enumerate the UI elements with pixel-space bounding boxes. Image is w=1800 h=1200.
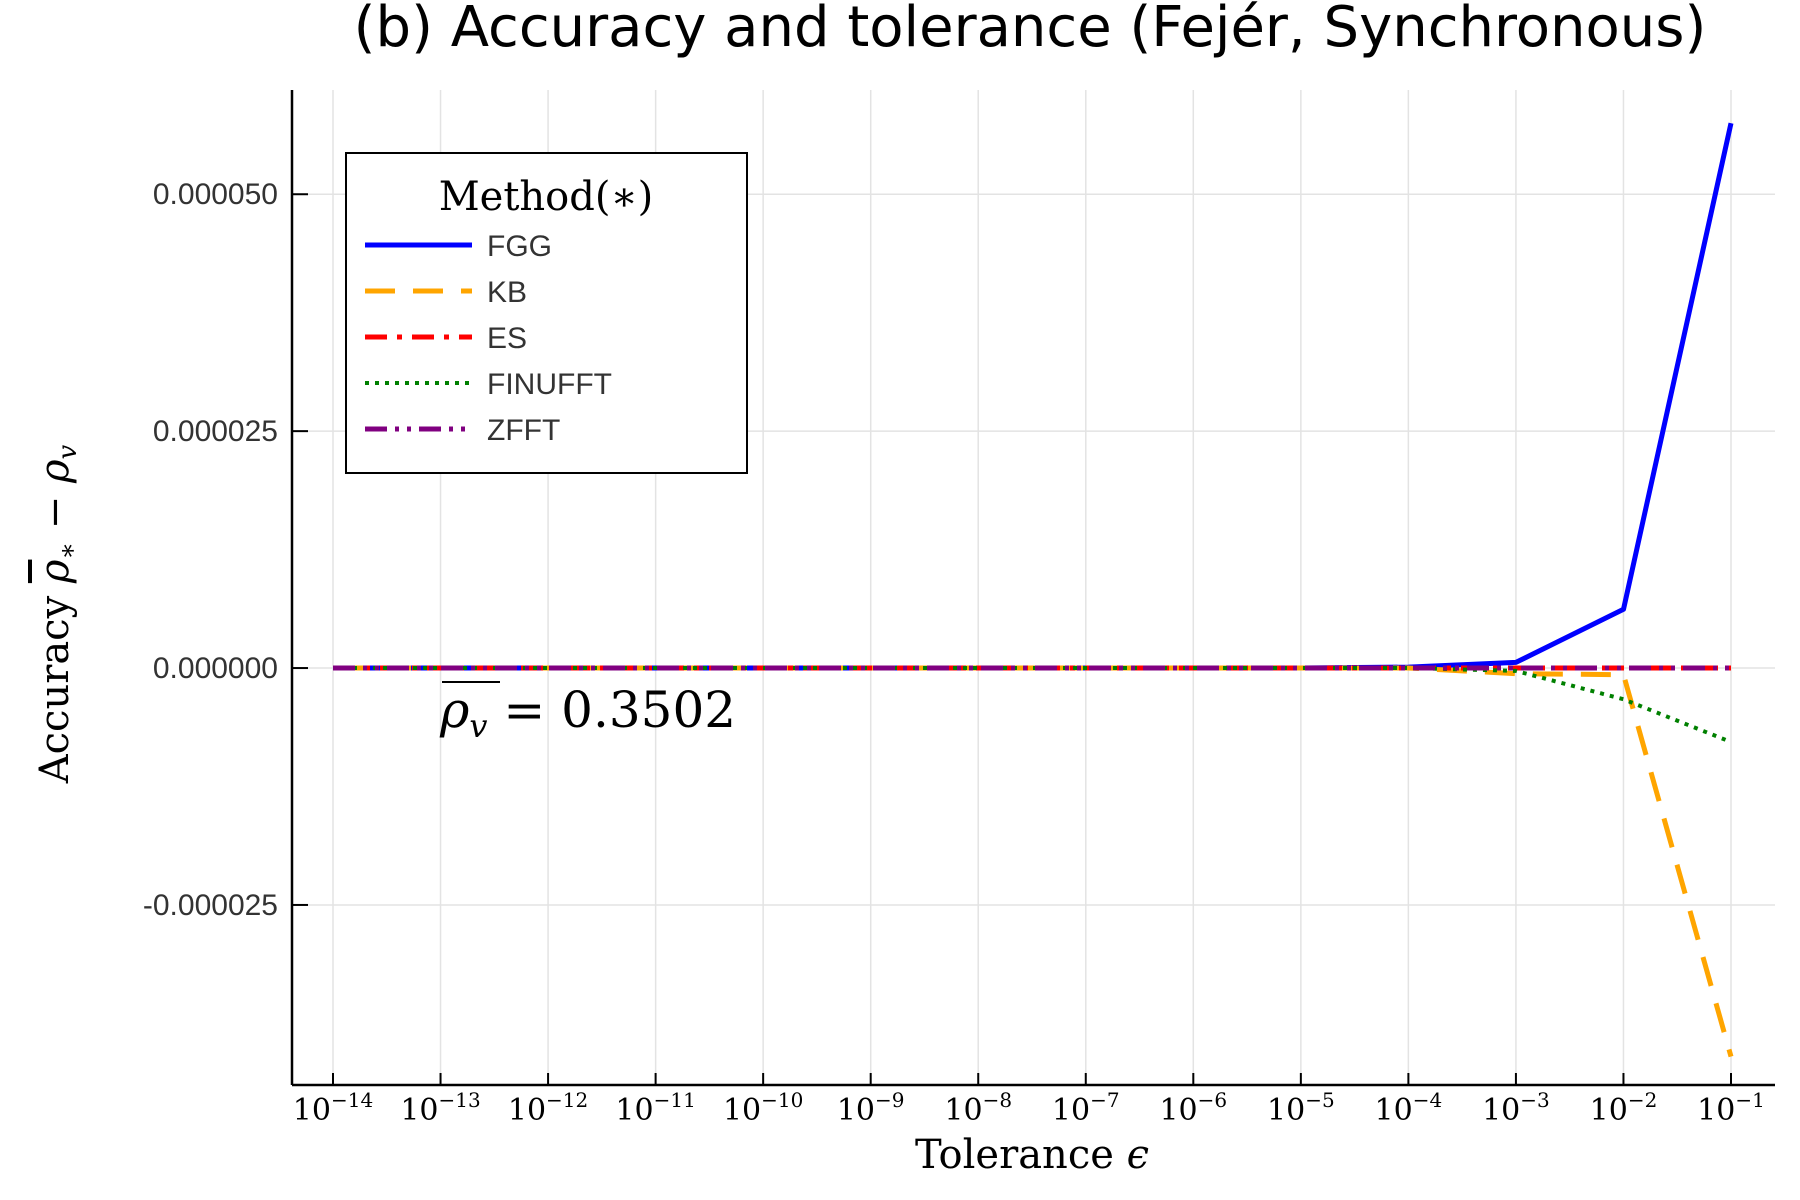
mean-rho-annotation: ρv = 0.3502 — [439, 681, 736, 745]
x-tick-exponent: −13 — [439, 1088, 481, 1112]
x-tick-exponent: −10 — [761, 1088, 803, 1112]
y-axis-label: Accuracy ρ∗ − ρv — [32, 444, 83, 784]
x-tick-base: 10 — [1052, 1093, 1090, 1128]
y-tick-label: 0.000000 — [153, 652, 278, 685]
series-group — [333, 122, 1734, 1058]
x-tick-label: 10−3 — [1482, 1088, 1550, 1128]
x-tick-exponent: −2 — [1628, 1088, 1657, 1112]
x-tick-label: 10−13 — [400, 1088, 480, 1128]
legend-label-fgg: FGG — [487, 230, 552, 263]
legend-label-es: ES — [487, 322, 527, 355]
x-tick-base: 10 — [1697, 1093, 1735, 1128]
x-tick-exponent: −5 — [1305, 1088, 1334, 1112]
x-tick-base: 10 — [508, 1093, 546, 1128]
legend-items: FGG KB ES FINUFFT ZFFT — [365, 230, 612, 447]
legend-title: Method(∗) — [439, 174, 654, 220]
x-tick-base: 10 — [400, 1093, 438, 1128]
x-tick-exponent: −3 — [1520, 1088, 1549, 1112]
x-tick-base: 10 — [1590, 1093, 1628, 1128]
legend-box — [345, 152, 748, 474]
annotation-text: ρv = 0.3502 — [439, 681, 736, 745]
x-axis-label: Tolerance ϵ — [915, 1132, 1149, 1178]
x-tick-label: 10−10 — [723, 1088, 803, 1128]
x-tick-label: 10−7 — [1052, 1088, 1120, 1128]
chart-title: (b) Accuracy and tolerance (Fejér, Synch… — [354, 0, 1707, 60]
x-tick-base: 10 — [1482, 1093, 1520, 1128]
series-line-kb — [333, 665, 1734, 1058]
x-tick-label: 10−2 — [1590, 1088, 1658, 1128]
x-tick-base: 10 — [723, 1093, 761, 1128]
x-tick-exponent: −14 — [331, 1088, 373, 1112]
axes — [290, 90, 1775, 1087]
x-tick-label: 10−11 — [615, 1088, 695, 1128]
legend: Method(∗) FGG KB ES FINUFFT ZFFT — [345, 152, 748, 474]
x-tick-exponent: −6 — [1198, 1088, 1227, 1112]
y-tick-label: -0.000025 — [143, 889, 278, 922]
x-tick-exponent: −4 — [1413, 1088, 1442, 1112]
x-tick-exponent: −7 — [1090, 1088, 1119, 1112]
x-tick-label: 10−8 — [944, 1088, 1012, 1128]
x-tick-label: 10−14 — [293, 1088, 373, 1128]
x-tick-exponent: −8 — [983, 1088, 1012, 1112]
x-tick-base: 10 — [837, 1093, 875, 1128]
y-tick-label: 0.000025 — [153, 415, 278, 448]
x-tick-base: 10 — [615, 1093, 653, 1128]
x-tick-base: 10 — [1159, 1093, 1197, 1128]
x-tick-base: 10 — [1267, 1093, 1305, 1128]
x-tick-base: 10 — [944, 1093, 982, 1128]
x-tick-base: 10 — [293, 1093, 331, 1128]
x-tick-exponent: −11 — [654, 1088, 696, 1112]
x-tick-exponent: −1 — [1735, 1088, 1764, 1112]
ticks: 10−14 10−13 10−12 10−11 10−10 10−9 10−8 10−7 10−… — [143, 178, 1765, 1128]
x-tick-label: 10−4 — [1375, 1088, 1443, 1128]
x-tick-exponent: −9 — [875, 1088, 904, 1112]
y-tick-label: 0.000050 — [153, 178, 278, 211]
legend-label-zfft: ZFFT — [487, 414, 560, 447]
x-tick-label: 10−1 — [1697, 1088, 1765, 1128]
x-tick-base: 10 — [1375, 1093, 1413, 1128]
legend-label-finufft: FINUFFT — [487, 368, 612, 401]
x-tick-exponent: −12 — [546, 1088, 588, 1112]
legend-label-kb: KB — [487, 276, 527, 309]
x-tick-label: 10−9 — [837, 1088, 905, 1128]
x-tick-label: 10−12 — [508, 1088, 588, 1128]
x-tick-label: 10−5 — [1267, 1088, 1335, 1128]
x-tick-label: 10−6 — [1159, 1088, 1227, 1128]
